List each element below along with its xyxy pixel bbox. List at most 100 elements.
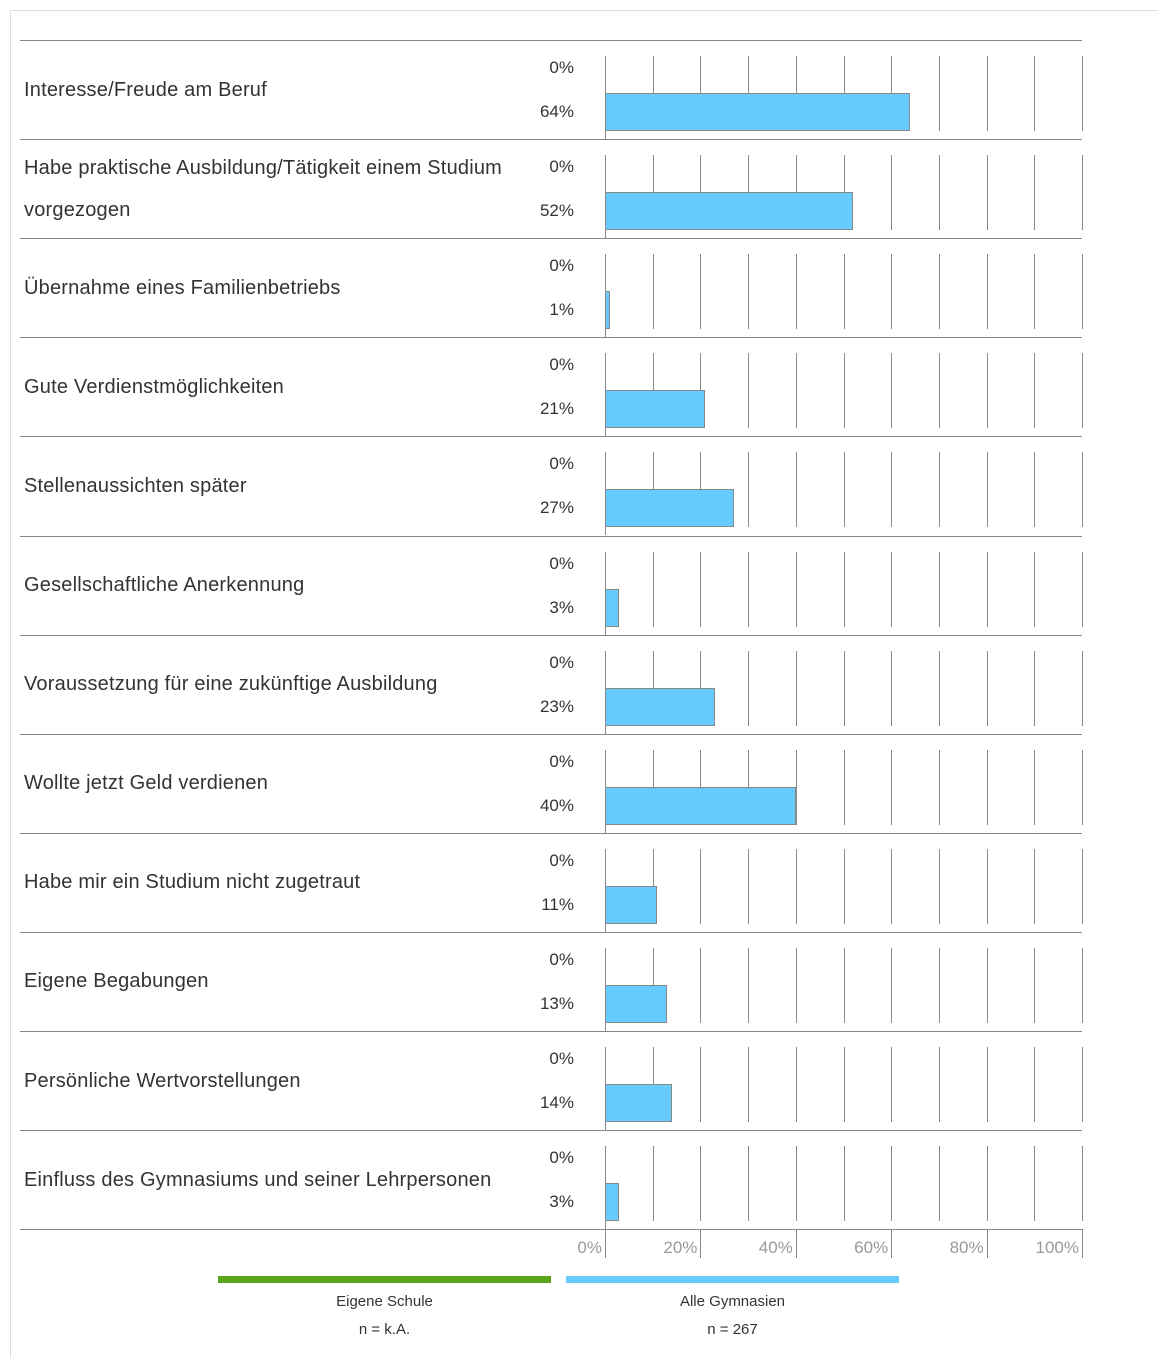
grid-line — [1082, 254, 1083, 330]
grid-line — [795, 947, 797, 1023]
grid-line — [700, 551, 702, 627]
grid-line — [1082, 947, 1083, 1023]
grid-line — [891, 650, 893, 726]
legend-note: n = k.A. — [358, 1321, 411, 1338]
tick-mark — [795, 1229, 797, 1259]
grid-line — [938, 254, 940, 330]
grid-line — [1034, 56, 1036, 132]
grid-line — [795, 551, 797, 627]
frame — [10, 10, 1158, 1358]
grid-line — [843, 749, 845, 825]
grid-line — [986, 848, 988, 924]
value-label: 0% — [549, 652, 574, 672]
grid-line — [1082, 1047, 1083, 1123]
category-label: Voraussetzung für eine zukünftige Ausbil… — [24, 673, 438, 696]
grid-line — [986, 749, 988, 825]
x-tick-label: 20% — [663, 1238, 698, 1258]
grid-line — [843, 848, 845, 924]
grid-line — [795, 848, 797, 924]
row-separator — [20, 1229, 1082, 1231]
grid-line — [1034, 1146, 1036, 1222]
value-label: 1% — [549, 300, 574, 320]
bar — [605, 984, 667, 1023]
bar — [605, 687, 715, 726]
grid-line — [986, 947, 988, 1023]
bar — [605, 885, 658, 924]
grid-line — [986, 452, 988, 528]
grid-line — [700, 1146, 702, 1222]
value-label: 0% — [549, 553, 574, 573]
row-separator — [20, 832, 1082, 834]
grid-line — [891, 452, 893, 528]
category-label: Wollte jetzt Geld verdienen — [24, 772, 269, 795]
grid-line — [1082, 551, 1083, 627]
grid-line — [1082, 848, 1083, 924]
bar — [605, 192, 854, 231]
bar — [605, 390, 706, 429]
grid-line — [986, 254, 988, 330]
grid-line — [795, 650, 797, 726]
grid-line — [938, 947, 940, 1023]
grid-line — [700, 848, 702, 924]
value-label: 21% — [539, 399, 574, 419]
row-separator — [20, 733, 1082, 735]
grid-line — [748, 650, 750, 726]
tick-mark — [891, 1229, 893, 1259]
grid-line — [748, 1146, 750, 1222]
grid-line — [938, 56, 940, 132]
row-separator — [20, 931, 1082, 933]
row-separator — [20, 139, 1082, 141]
grid-line — [986, 650, 988, 726]
category-label: Persönliche Wertvorstellungen — [24, 1069, 301, 1092]
grid-line — [891, 749, 893, 825]
value-label: 13% — [539, 993, 574, 1013]
grid-line — [1034, 650, 1036, 726]
grid-line — [748, 848, 750, 924]
grid-line — [700, 254, 702, 330]
value-label: 0% — [549, 751, 574, 771]
grid-line — [1082, 749, 1083, 825]
x-tick-label: 60% — [854, 1238, 889, 1258]
grid-line — [938, 749, 940, 825]
bar — [605, 786, 796, 825]
grid-line — [652, 254, 654, 330]
value-label: 52% — [539, 201, 574, 221]
grid-line — [1082, 353, 1083, 429]
value-label: 0% — [549, 1049, 574, 1068]
grid-line — [843, 353, 845, 429]
category-label: Stellenaussichten später — [24, 474, 247, 497]
grid-line — [795, 254, 797, 330]
grid-line — [843, 551, 845, 627]
x-tick-label: 40% — [758, 1238, 793, 1258]
value-label: 0% — [549, 949, 574, 969]
grid-line — [1034, 848, 1036, 924]
grid-line — [891, 155, 893, 231]
grid-line — [891, 254, 893, 330]
tick-mark — [986, 1229, 988, 1259]
row-separator — [20, 40, 1082, 41]
grid-line — [1082, 56, 1083, 132]
grid-line — [795, 452, 797, 528]
grid-line — [652, 1146, 654, 1222]
grid-line — [748, 551, 750, 627]
value-label: 3% — [549, 1192, 574, 1212]
legend-label: Alle Gymnasien — [679, 1293, 786, 1310]
grid-line — [700, 1047, 702, 1123]
grid-line — [748, 1047, 750, 1123]
x-tick-label: 80% — [949, 1238, 984, 1258]
category-label: Habe mir ein Studium nicht zugetraut — [24, 871, 361, 894]
value-label: 64% — [539, 102, 574, 121]
row-separator — [20, 337, 1082, 339]
value-label: 23% — [539, 696, 574, 716]
category-label: Habe praktische Ausbildung/Tätigkeit ein… — [24, 156, 503, 221]
grid-line — [1082, 155, 1083, 231]
grid-line — [986, 56, 988, 132]
bar — [605, 291, 610, 330]
category-label: Übernahme eines Familienbetriebs — [24, 276, 341, 299]
grid-line — [795, 1047, 797, 1123]
grid-line — [1034, 947, 1036, 1023]
value-label: 0% — [549, 58, 574, 77]
value-label: 0% — [549, 454, 574, 474]
